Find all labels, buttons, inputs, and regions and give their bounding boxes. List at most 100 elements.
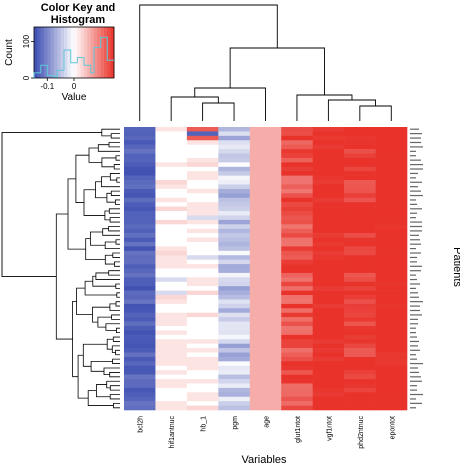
heatmap-cell xyxy=(344,193,376,199)
dendrogram-branch xyxy=(110,133,120,139)
heatmap-cell xyxy=(186,180,219,185)
heatmap-cell xyxy=(186,343,219,349)
heatmap-cell xyxy=(186,255,219,260)
heatmap-cell xyxy=(344,157,376,163)
heatmap-cell xyxy=(155,241,188,247)
heatmap-cell xyxy=(249,356,282,362)
heatmap-cell xyxy=(249,396,282,402)
dendrogram-branch xyxy=(111,314,120,320)
heatmap-cell xyxy=(124,401,156,406)
heatmap-cell xyxy=(186,264,219,269)
heatmap-cell xyxy=(249,383,282,389)
heatmap-cell xyxy=(344,180,376,185)
heatmap-cell xyxy=(344,321,376,327)
dendrogram-branch xyxy=(105,323,120,331)
heatmap-cell xyxy=(186,184,219,190)
heatmap-cell xyxy=(186,392,219,398)
color-key-bin xyxy=(34,27,38,78)
heatmap-cell xyxy=(155,162,188,168)
heatmap-cell xyxy=(218,149,251,154)
heatmap-cell xyxy=(218,264,251,269)
heatmap-cell xyxy=(124,241,156,247)
heatmap-cell xyxy=(186,383,219,389)
heatmap-cell xyxy=(249,259,282,265)
heatmap-cell xyxy=(186,325,219,331)
heatmap-cell xyxy=(124,277,156,283)
color-key-bin xyxy=(107,27,112,78)
heatmap-cell xyxy=(249,131,282,137)
row-label-mark xyxy=(410,323,418,325)
heatmap-cell xyxy=(124,237,156,243)
heatmap-cell xyxy=(375,303,408,309)
color-key-bin xyxy=(97,27,102,78)
heatmap-cell xyxy=(218,215,251,221)
color-key-bin xyxy=(50,27,55,78)
dendrogram-branch xyxy=(87,390,114,406)
row-label-mark xyxy=(410,296,419,298)
heatmap-cell xyxy=(375,219,408,225)
row-label-mark xyxy=(410,362,423,365)
heatmap-cell xyxy=(218,361,251,367)
heatmap-cell xyxy=(218,290,251,296)
heatmap-cell xyxy=(186,197,219,203)
row-label-mark xyxy=(410,261,417,263)
heatmap-cell xyxy=(375,188,408,194)
heatmap-cell xyxy=(344,286,376,291)
row-label-mark xyxy=(410,270,421,272)
heatmap-cell xyxy=(124,379,156,384)
heatmap-cell xyxy=(155,237,188,243)
row-label-mark xyxy=(410,256,417,259)
heatmap-cell xyxy=(344,317,376,322)
dendrogram-branch xyxy=(116,292,120,298)
heatmap-cell xyxy=(375,295,408,300)
heatmap-cell xyxy=(186,387,219,393)
dendrogram-branch xyxy=(109,372,120,378)
heatmap-cell xyxy=(312,250,345,256)
heatmap-cell xyxy=(155,343,188,349)
heatmap-cell xyxy=(186,215,219,221)
heatmap-cell xyxy=(186,171,219,176)
heatmap-cell xyxy=(124,197,156,203)
heatmap-cell xyxy=(155,356,188,362)
heatmap-cell xyxy=(281,259,313,265)
heatmap-cell xyxy=(186,277,219,283)
heatmap-cell xyxy=(281,184,313,190)
heatmap-cell xyxy=(281,361,313,367)
row-dendrogram xyxy=(1,128,120,409)
heatmap-cell xyxy=(312,241,345,247)
heatmap-cell xyxy=(155,166,188,172)
heatmap-cell xyxy=(281,131,313,137)
heatmap-cell xyxy=(218,162,251,168)
heatmap-cell xyxy=(249,149,282,154)
heatmap-cell xyxy=(375,343,408,349)
heatmap-cell xyxy=(186,339,219,344)
heatmap-cell xyxy=(218,405,251,411)
heatmap-cell xyxy=(186,250,219,256)
heatmap-cell xyxy=(281,277,313,283)
row-label-mark xyxy=(410,314,422,316)
color-key-bin xyxy=(87,27,92,78)
heatmap-cell xyxy=(344,330,376,336)
heatmap-cell xyxy=(249,228,282,234)
heatmap-cell xyxy=(155,295,188,300)
dendrogram-branch xyxy=(115,155,120,161)
heatmap-cell xyxy=(249,206,282,212)
heatmap-cell xyxy=(249,348,282,353)
heatmap-cell xyxy=(312,325,345,331)
heatmap-cell xyxy=(312,193,345,199)
heatmap-cell xyxy=(312,140,345,145)
heatmap-cell xyxy=(186,374,219,380)
heatmap-cell xyxy=(218,202,251,207)
row-label-mark xyxy=(410,172,418,175)
heatmap-cell xyxy=(155,184,188,190)
heatmap-cell xyxy=(155,228,188,234)
heatmap-cell xyxy=(281,383,313,389)
heatmap-cell xyxy=(155,321,188,327)
heatmap-cell xyxy=(281,166,313,172)
heatmap-cell xyxy=(155,140,188,145)
heatmap-cell xyxy=(281,272,313,278)
heatmap-cell xyxy=(312,259,345,265)
heatmap-cell xyxy=(186,233,219,238)
color-key-bin xyxy=(104,27,108,78)
heatmap-cell xyxy=(249,211,282,216)
